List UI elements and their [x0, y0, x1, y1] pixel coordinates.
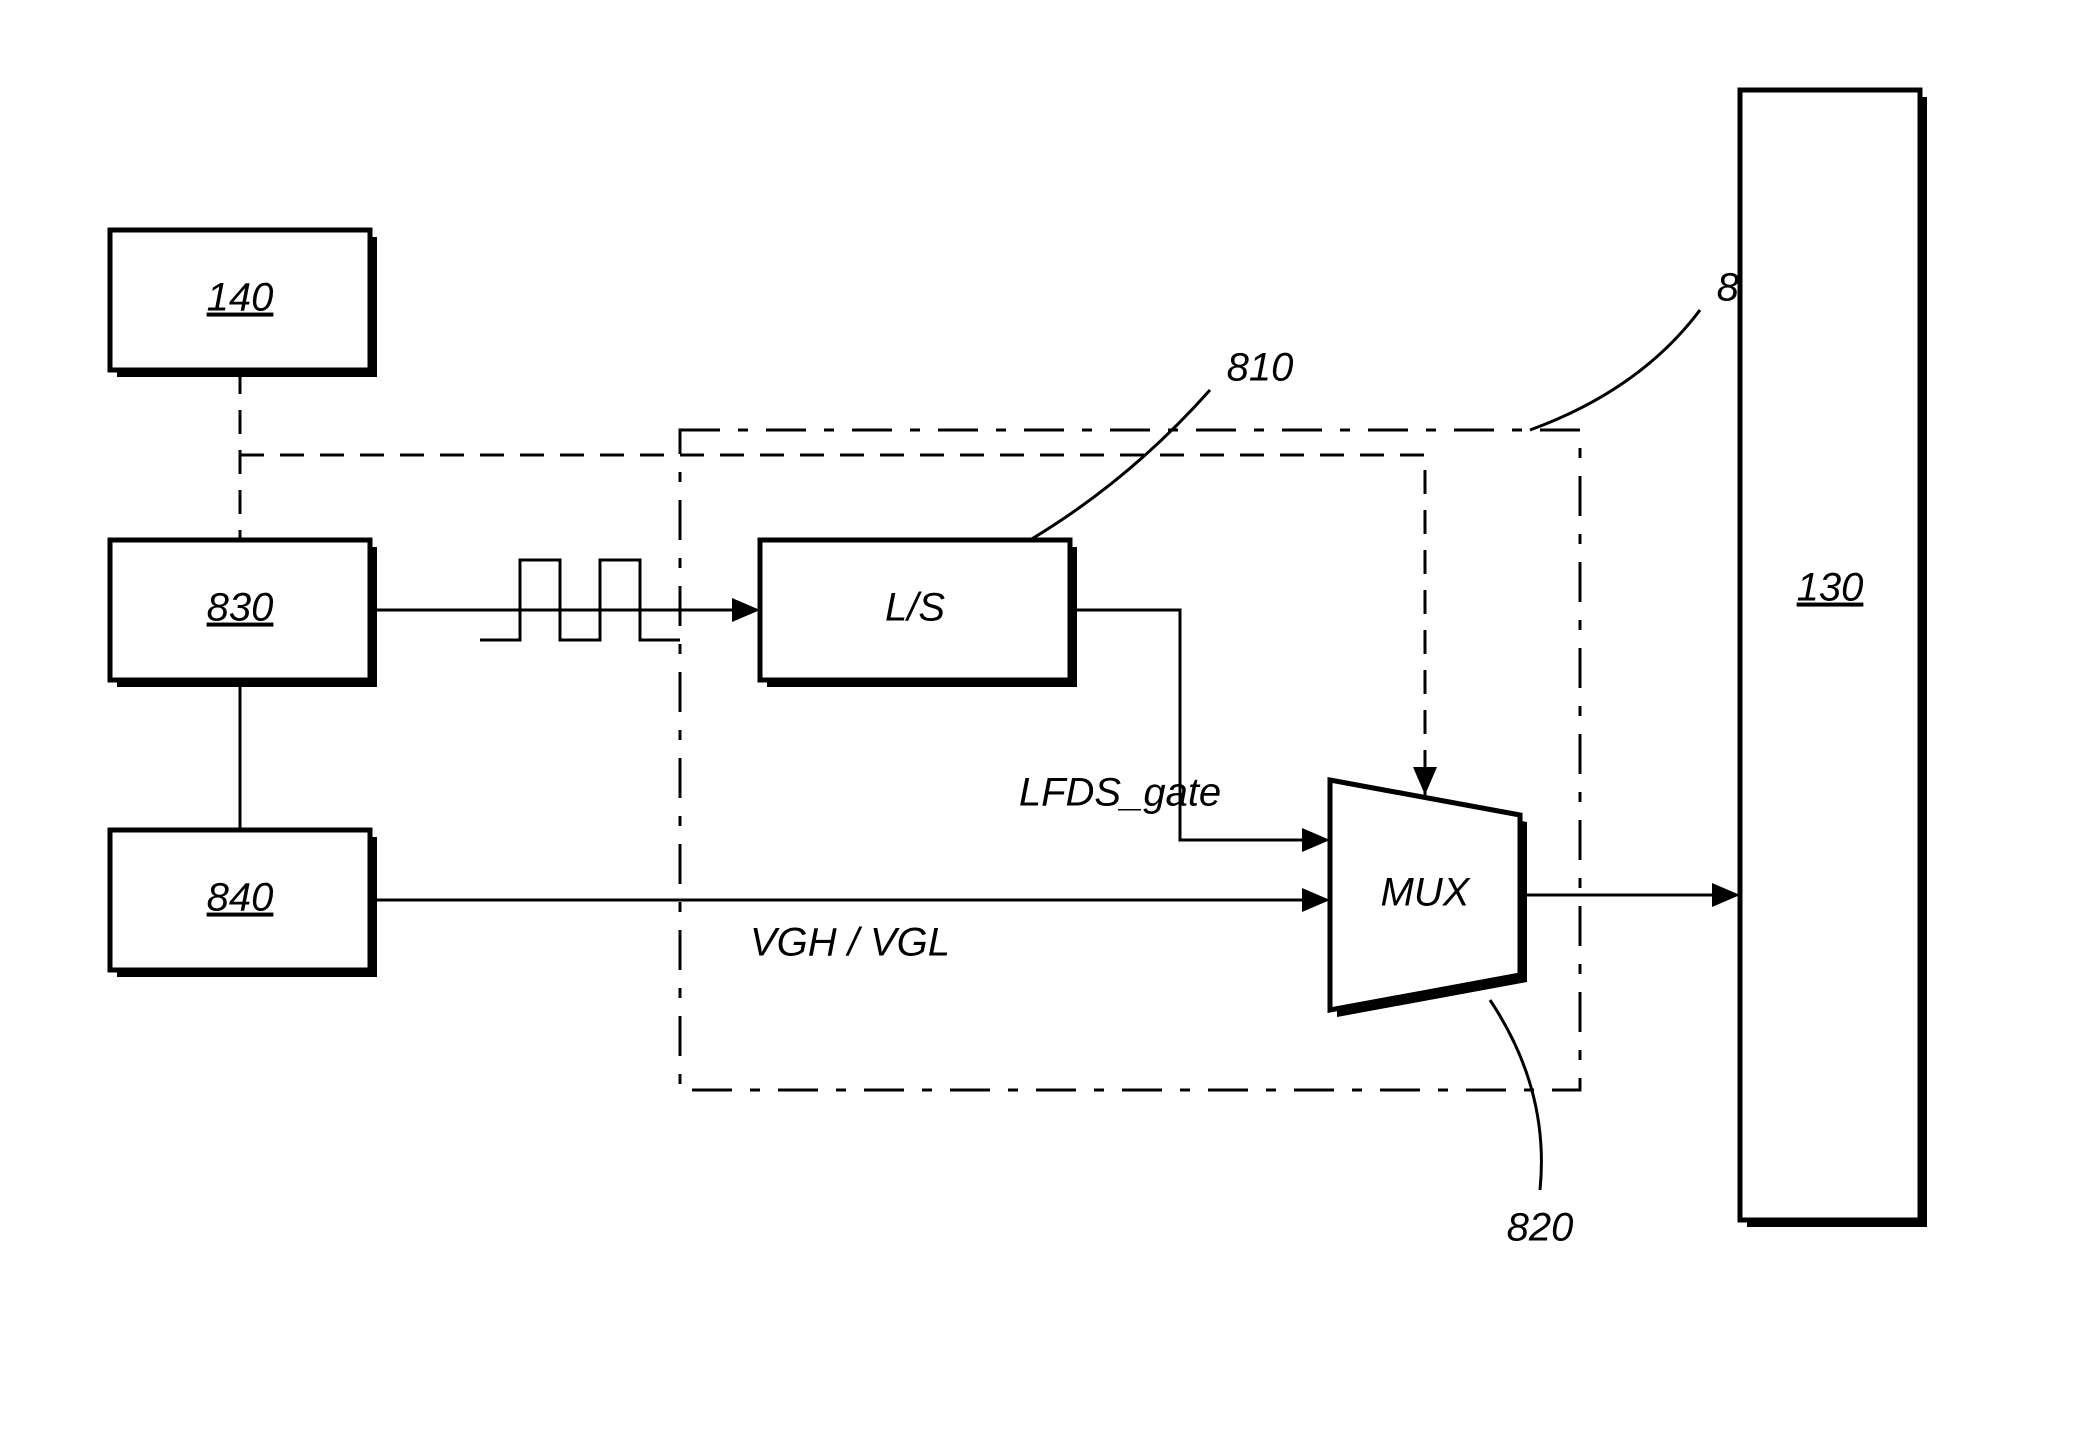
label-vgh-vgl: VGH / VGL: [750, 921, 950, 965]
ref-810: 810: [1227, 346, 1294, 390]
label-lfds-gate: LFDS_gate: [1019, 771, 1221, 815]
block-b830-label: 830: [207, 586, 274, 630]
block-diagram: 800140830840L/S130MUX820810LFDS_gateVGH …: [0, 0, 2095, 1432]
pulse-icon: [480, 560, 680, 640]
ref-820: 820: [1507, 1206, 1574, 1250]
block-b840-label: 840: [207, 876, 274, 920]
mux-label: MUX: [1381, 871, 1471, 915]
block-b140-label: 140: [207, 276, 274, 320]
block-b810-label: L/S: [885, 586, 945, 630]
block-b130-label: 130: [1797, 566, 1864, 610]
